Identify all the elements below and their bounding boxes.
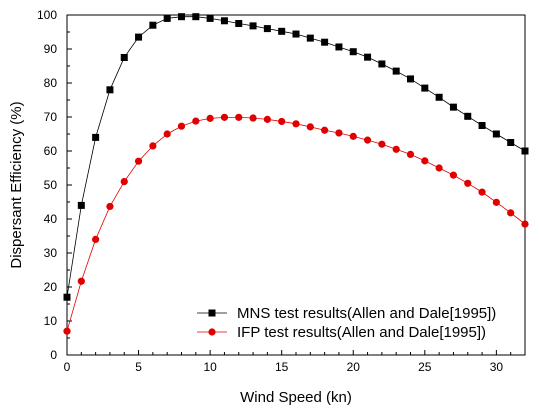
data-point [363,136,372,144]
plot-frame [66,14,526,356]
series-layer [63,13,529,335]
data-point [507,209,515,217]
data-point [407,75,414,83]
data-point [120,178,128,186]
legend-marker-ifp [208,328,216,336]
data-point [406,150,415,158]
data-point [106,86,114,94]
y-tick-label: 70 [44,110,58,124]
y-tick-label: 50 [44,178,58,192]
series-line [66,16,526,298]
legend-marker-mns [208,309,216,317]
data-point [349,48,357,56]
data-point [492,130,500,138]
y-tick-label: 10 [44,314,58,328]
data-point [235,113,243,121]
y-axis-label: Dispersant Efficiency (%) [8,101,25,268]
data-point [378,60,386,68]
y-tick-label: 90 [44,42,58,56]
x-tick-label: 20 [347,360,361,374]
data-point [163,14,171,22]
data-point [292,120,300,128]
data-point [464,112,472,120]
data-point [192,13,200,21]
data-point [306,34,314,42]
legend: MNS test results(Allen and Dale[1995]) I… [197,305,496,341]
y-tick-label: 30 [44,246,58,260]
series-mns [63,13,529,301]
data-point [263,115,271,123]
data-point [220,17,228,25]
data-point [292,30,300,38]
legend-label-mns: MNS test results(Allen and Dale[1995]) [237,305,496,322]
axis-ticks: 0 5 10 15 20 25 30 0 10 20 30 40 50 60 70 80 90 100 [37,8,526,374]
data-point [364,53,372,61]
data-point [507,139,515,146]
data-point [206,14,214,22]
data-point [135,33,143,41]
data-point [163,130,171,138]
data-point [335,129,343,137]
data-point [421,157,429,165]
y-tick-label: 60 [44,144,58,158]
data-point [134,157,143,165]
x-tick-label: 5 [135,360,142,374]
data-point [192,117,200,125]
data-point [77,277,85,285]
x-tick-label: 25 [418,360,432,374]
data-point [421,84,429,92]
data-point [321,38,329,46]
data-point [464,179,472,187]
x-tick-label: 0 [64,360,71,374]
x-axis-label: Wind Speed (kn) [240,389,352,406]
data-point [349,132,357,140]
data-point [521,147,529,155]
data-point [435,93,443,101]
data-point [478,122,486,129]
data-point [392,145,400,153]
data-point [492,198,500,206]
data-point [392,67,400,75]
series-line [66,116,526,332]
y-tick-label: 80 [44,76,58,90]
data-point [249,22,257,30]
data-point [63,293,71,301]
data-point [120,54,128,61]
data-point [478,188,486,196]
data-point [335,43,343,51]
data-point [92,235,100,243]
data-point [278,117,286,126]
data-point [178,13,185,21]
data-point [63,327,71,335]
x-tick-label: 30 [490,360,504,374]
data-point [220,113,229,121]
data-point [206,114,214,122]
data-point [149,142,157,150]
data-point [106,202,114,211]
y-tick-label: 100 [37,8,57,22]
data-point [306,123,314,131]
series-ifp [63,113,529,335]
data-point [321,126,329,134]
data-point [435,164,443,172]
x-tick-label: 15 [275,360,289,374]
x-tick-label: 10 [203,360,217,374]
data-point [449,103,457,111]
data-point [177,122,186,130]
data-point [449,171,458,179]
data-point [521,220,529,228]
data-point [249,114,257,122]
data-point [235,20,243,27]
legend-label-ifp: IFP test results(Allen and Dale[1995]) [237,324,486,341]
data-point [149,21,157,29]
data-point [92,133,100,141]
data-point [263,25,271,33]
y-tick-label: 0 [50,348,57,362]
y-tick-label: 40 [44,212,58,226]
data-point [77,201,85,209]
data-point [378,140,386,148]
y-tick-label: 20 [44,280,58,294]
data-point [278,27,286,35]
